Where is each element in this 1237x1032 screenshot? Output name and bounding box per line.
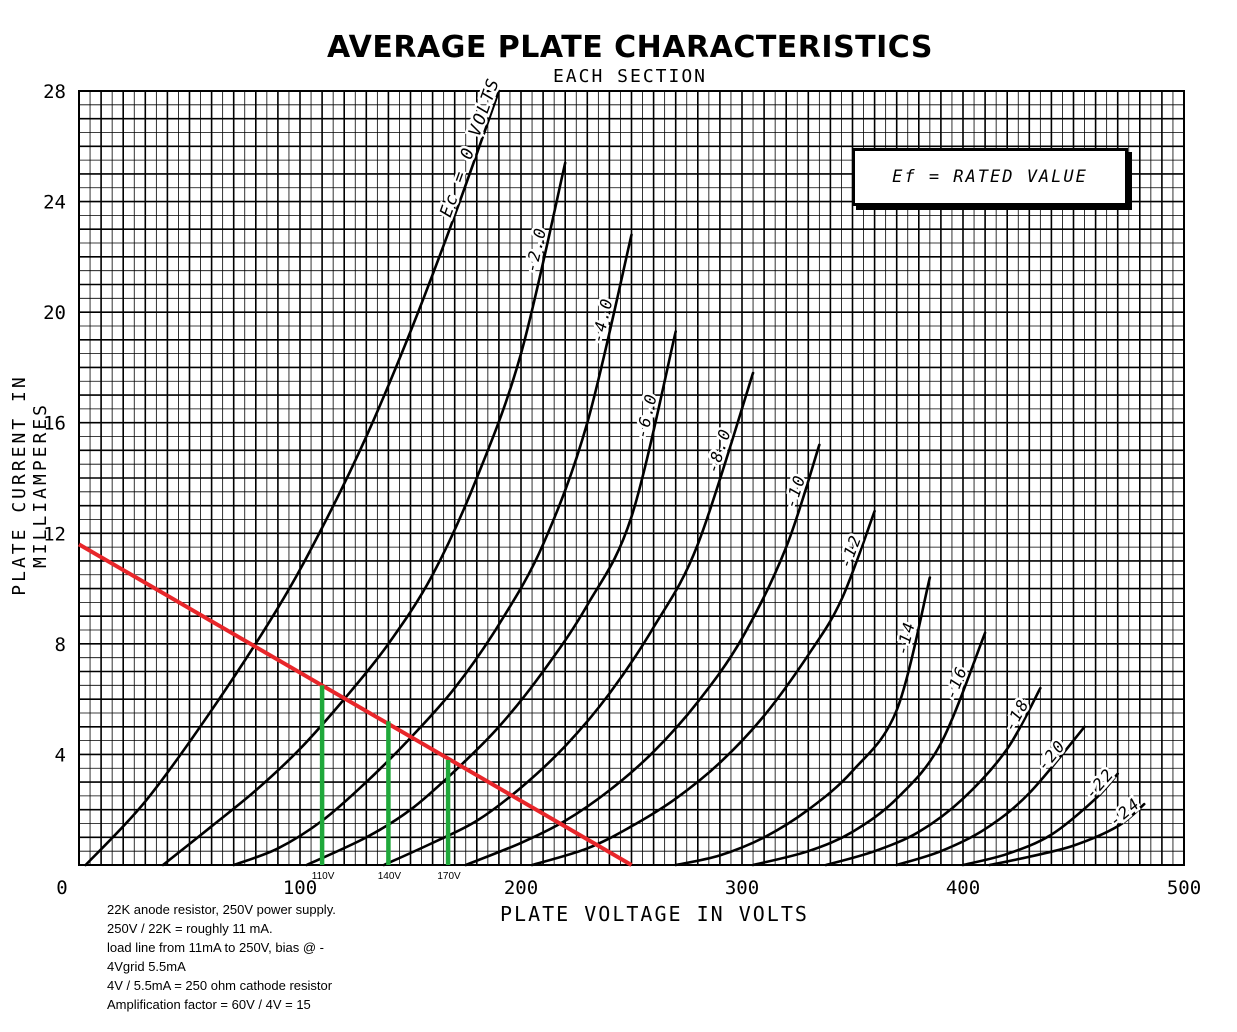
rated-value-text: Ef = RATED VALUE [892,167,1088,187]
curve-series [961,772,1119,867]
curve-label: -24 [1105,793,1144,830]
x-tick-label: 400 [946,877,980,899]
note-line: 4V / 5.5mA = 250 ohm cathode resistor [107,978,333,993]
x-tick-label: 300 [725,877,759,899]
load-line-group [77,542,633,867]
curve-series [895,725,1086,867]
note-line: Amplification factor = 60V / 4V = 15 [107,997,311,1012]
x-axis-label: PLATE VOLTAGE IN VOLTS [500,902,809,926]
note-line: 250V / 22K = roughly 11 mA. [107,921,273,936]
curve-series [232,233,633,867]
y-axis-label: PLATE CURRENT IN MILLIAMPERES [9,374,51,596]
note-line: load line from 11mA to 250V, bias @ - [107,940,324,955]
y-tick-label: 8 [55,634,66,656]
curve-label: -18 [1000,695,1033,735]
curve-series [751,631,987,867]
y-tick-label: 16 [43,413,66,435]
notes: 22K anode resistor, 250V power supply. 2… [107,900,336,1014]
curve-label: Ec = 0 VOLTS [436,75,504,220]
chart-subtitle: EACH SECTION [552,66,708,87]
curve-series [84,89,501,867]
x-tick-label: 500 [1167,877,1201,899]
y-tick-label: 4 [55,744,66,766]
curve-series [305,330,677,867]
load-line [77,542,633,867]
curve-series [530,509,876,867]
marker-group: 110V 140V 170V [312,685,461,882]
curve-series [824,686,1042,867]
curve-series [382,371,755,867]
curve-series [988,802,1146,867]
note-line: 22K anode resistor, 250V power supply. [107,902,336,917]
note-line: 4Vgrid 5.5mA [107,959,186,974]
rated-value-box: Ef = RATED VALUE [852,148,1128,206]
grid [78,90,1185,866]
curve-label: -22 [1081,764,1118,803]
voltage-marker-label: 170V [437,871,461,882]
y-tick-label: 28 [43,81,66,103]
axis-ticks: 0 100 200 300 400 500 4 8 12 16 20 24 28 [43,81,1201,899]
y-tick-label: 20 [43,302,66,324]
curve-series [161,161,567,867]
curve-series [464,443,821,867]
y-tick-label: 12 [43,523,66,545]
voltage-marker-label: 110V [312,871,335,882]
curve-series [674,576,932,867]
chart-title: AVERAGE PLATE CHARACTERISTICS [327,30,933,65]
curves [84,89,1146,867]
x-tick-label: 0 [56,877,67,899]
x-tick-label: 200 [504,877,538,899]
x-tick-label: 100 [283,877,317,899]
voltage-marker-label: 140V [378,871,402,882]
y-tick-label: 24 [43,192,66,214]
